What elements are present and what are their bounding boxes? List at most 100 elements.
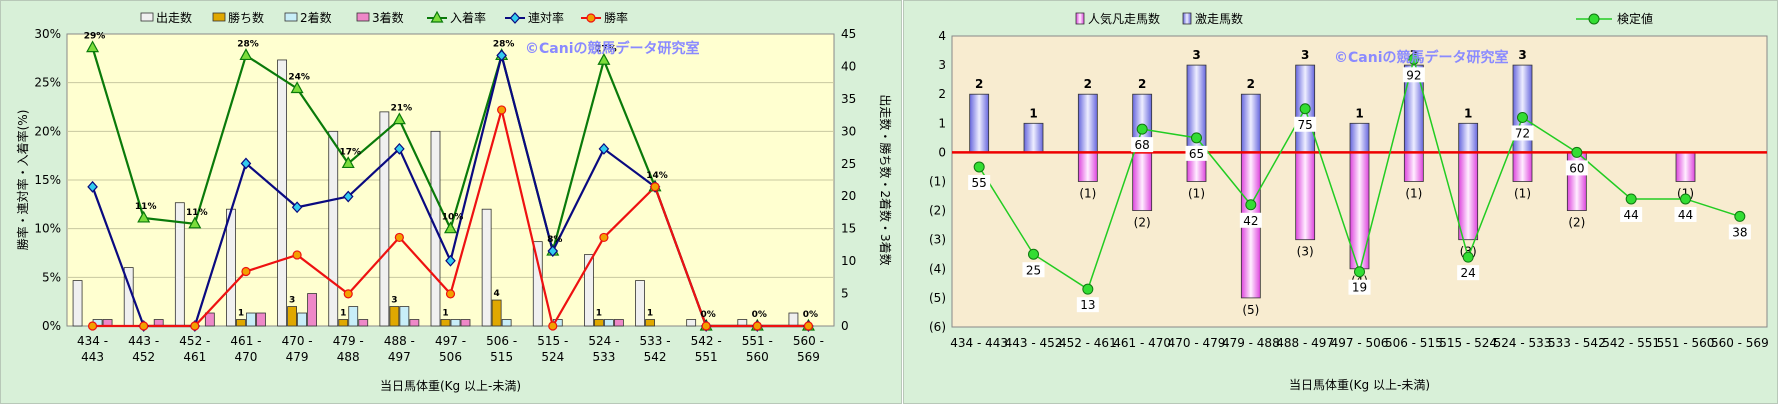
value-label-bg [1728, 224, 1751, 240]
test-value-label: 42 [1243, 214, 1258, 228]
x-tick: 434 - [77, 334, 108, 348]
rate-label: 0% [803, 310, 818, 320]
test-value-label: 75 [1298, 118, 1313, 132]
rate-label: 0% [752, 310, 767, 320]
hot-count-label: 1 [1464, 106, 1472, 120]
marker-勝率 [445, 289, 456, 299]
x-tick: 542 - 551 [1602, 336, 1660, 350]
rate-label: 27% [595, 44, 617, 54]
x-tick: 560 - [793, 334, 824, 348]
bar-勝ち数 [491, 299, 502, 327]
legend-swatch [284, 12, 298, 22]
test-value-label: 60 [1569, 161, 1584, 175]
bar-勝ち数 [440, 319, 451, 327]
x-tick: 497 [388, 350, 411, 364]
right-axis-tick: 15 [841, 222, 856, 236]
right-axis-tick: 40 [841, 59, 856, 73]
x-tick: 524 - 533 [1494, 336, 1552, 350]
marker-検定値 [1028, 248, 1039, 260]
x-tick: 515 - 524 [1439, 336, 1497, 350]
win-count-label: 3 [391, 296, 397, 306]
hot-count-label: 3 [1192, 48, 1200, 62]
test-value-label: 38 [1732, 225, 1747, 239]
x-tick: 470 - [282, 334, 313, 348]
hot-count-label: 2 [1138, 77, 1146, 91]
x-tick: 488 - 497 [1276, 336, 1334, 350]
marker-入着率 [239, 48, 253, 61]
value-label-bg [1511, 125, 1534, 141]
x-tick: 497 - 506 [1331, 336, 1389, 350]
legend-label: 入着率 [450, 10, 486, 25]
marker-勝率 [497, 105, 507, 115]
rate-label: 8% [547, 235, 562, 245]
bar-勝ち数 [338, 319, 349, 327]
marker-連対率 [496, 49, 507, 62]
flop-count-label: (2) [1568, 216, 1585, 230]
x-tick: 461 [183, 350, 206, 364]
win-count-label: 3 [289, 296, 295, 306]
right-axis-tick: 20 [841, 189, 856, 203]
value-label-bg [1131, 137, 1154, 153]
hot-count-label: 1 [1029, 106, 1037, 120]
rate-lines [86, 40, 815, 332]
legend-label: 勝ち数 [228, 10, 264, 25]
value-label-bg [1185, 145, 1208, 161]
legend-label: 出走数 [156, 10, 192, 25]
value-label-bg [1620, 206, 1643, 222]
legend-marker [430, 10, 444, 23]
right-axis-tick: 35 [841, 92, 856, 106]
bar-2着数 [348, 306, 359, 327]
x-tick: 452 - [179, 334, 210, 348]
hot-count-label: 3 [1518, 48, 1526, 62]
x-tick: 506 - [486, 334, 517, 348]
hot-count-label: 2 [1247, 77, 1255, 91]
x-tick: 551 - [742, 334, 773, 348]
right-axis-tick: 5 [841, 287, 849, 301]
x-tick: 551 - 560 [1657, 336, 1715, 350]
flop-count-label: (5) [1242, 303, 1259, 317]
y-axis-tick: 0 [938, 145, 946, 159]
legend: 出走数 勝ち数 2着数 3着数 入着率 連対率 勝率 [140, 10, 628, 25]
bar-勝ち数 [389, 306, 400, 327]
x-tick: 533 [592, 350, 615, 364]
x-tick: 461 - [230, 334, 261, 348]
marker-連対率 [547, 245, 559, 257]
win-count-label: 1 [238, 309, 244, 319]
y-axis-tick: (1) [929, 175, 946, 189]
bar-2着数 [246, 312, 256, 327]
x-tick: 569 [797, 350, 820, 364]
test-value-label: 44 [1678, 208, 1693, 222]
legend-swatch [1182, 12, 1192, 25]
marker-入着率 [188, 216, 202, 229]
marker-連対率 [87, 180, 98, 193]
marker-勝率 [343, 289, 353, 299]
bar-3着数 [358, 319, 369, 327]
marker-勝率 [752, 321, 762, 331]
legend-swatch [1075, 12, 1085, 25]
bar-3着数 [256, 312, 266, 327]
right-axis-tick: 30 [841, 124, 856, 138]
legend-swatch [212, 12, 226, 22]
bar-3着数 [614, 319, 624, 327]
rate-label: 17% [339, 147, 361, 157]
x-tick: 461 - 470 [1113, 336, 1171, 350]
test-value-label: 72 [1515, 126, 1530, 140]
legend-label: 2着数 [300, 10, 332, 25]
bar-激走馬数 [1023, 122, 1044, 153]
y-axis-tick: 1 [938, 116, 946, 130]
marker-検定値 [1082, 283, 1094, 295]
x-tick: 560 - 569 [1711, 336, 1769, 350]
bar-人気凡走馬数 [1458, 151, 1479, 241]
x-tick: 452 [132, 350, 155, 364]
marker-勝率 [599, 232, 609, 243]
y-axis-tick: 4 [938, 29, 946, 43]
bar-人気凡走馬数 [1512, 151, 1533, 182]
marker-入着率 [290, 81, 304, 94]
x-axis-title: 当日馬体重(Kg 以上-未満) [380, 379, 521, 393]
x-tick: 515 - [537, 334, 568, 348]
marker-検定値 [973, 161, 985, 173]
win-count-label: 1 [340, 309, 346, 319]
bar-勝ち数 [645, 319, 655, 327]
rate-label: 11% [135, 202, 157, 212]
left-axis-tick: 0% [42, 319, 61, 333]
